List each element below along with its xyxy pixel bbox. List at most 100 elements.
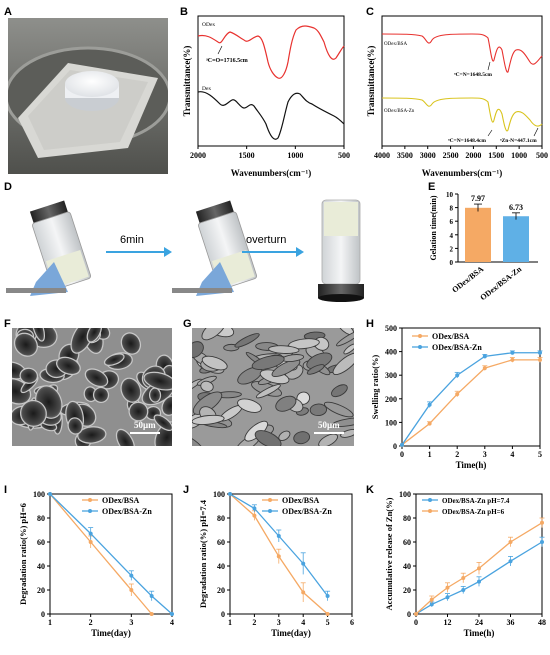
x-tick-label: 3500 — [397, 151, 413, 160]
x-tick-label: 2 — [252, 618, 256, 627]
x-tick-label: 6 — [350, 618, 354, 627]
y-tick-label: 20 — [37, 586, 45, 595]
y-tick-label: 400 — [385, 348, 397, 357]
arrow-right-icon-2 — [242, 247, 304, 257]
legend-marker — [88, 509, 92, 513]
x-tick-label: 4 — [301, 618, 305, 627]
y-tick-label: 20 — [217, 586, 225, 595]
y-tick-label: 0 — [393, 442, 397, 451]
sem-image-odex-bsa: 50μm — [12, 328, 172, 446]
y-axis-label: Gelation time(min) — [429, 195, 438, 260]
vial-3-inverted-icon — [318, 199, 364, 302]
plot-frame — [229, 493, 353, 615]
panel-label-j: J — [183, 484, 190, 496]
series-odex-bsa-line — [381, 33, 543, 73]
legend-label: ODex/BSA-Zn — [432, 343, 482, 352]
step-label-6min: 6min — [120, 234, 144, 246]
x-tick-label: 12 — [444, 618, 452, 627]
y-tick-label: 100 — [213, 490, 225, 499]
data-point — [88, 540, 93, 544]
data-point — [510, 350, 515, 355]
stand-2-icon — [196, 262, 234, 296]
data-point — [276, 534, 281, 538]
y-tick-label: 10 — [446, 191, 454, 199]
x-tick-label: 1500 — [488, 151, 504, 160]
series-line — [401, 359, 540, 446]
data-point — [510, 357, 515, 362]
x-tick-label: 3000 — [420, 151, 436, 160]
x-tick-label: 1500 — [239, 151, 255, 160]
legend-label: ODex/BSA-Zn — [102, 507, 152, 516]
step-label-overturn: overturn — [246, 234, 287, 246]
chart-c-ylabel: Transmittance(%) — [366, 46, 376, 117]
legend-marker — [418, 334, 422, 338]
panel-label-f: F — [4, 318, 11, 330]
data-point — [228, 492, 232, 496]
y-tick-label: 500 — [385, 324, 397, 333]
y-tick-label: 4 — [450, 232, 454, 240]
annotation-c-o: ᵃC=O=1716.5cm — [206, 58, 248, 64]
y-tick-label: 0 — [407, 610, 411, 619]
y-tick-label: 40 — [37, 562, 45, 571]
x-tick-label: 1000 — [511, 151, 527, 160]
chart-c-ftir: 4000 3500 3000 2500 2000 1500 1000 500 ODex/BSA… — [362, 12, 550, 180]
series-odex-line — [197, 25, 345, 79]
x-tick-label: 1 — [48, 618, 52, 627]
legend-dex: Dex — [202, 86, 211, 92]
data-point — [508, 540, 513, 544]
chart-c-xlabel: Wavenumbers(cm⁻¹) — [422, 168, 502, 178]
chart-b-xlabel: Wavenumbers(cm⁻¹) — [231, 168, 311, 178]
chart-h-swelling: 0 1 2 3 4 5 0 100 200 300 400 500 ODex/BSA ODex/BSA-Z… — [366, 322, 550, 480]
x-tick-label: 1 — [228, 618, 232, 627]
data-point — [477, 579, 481, 584]
y-tick-label: 0 — [41, 610, 45, 619]
x-tick-label: 4000 — [374, 151, 390, 160]
data-point — [170, 612, 174, 616]
legend-label: ODex/BSA — [432, 332, 470, 341]
series-odex-bsa-zn-line — [381, 97, 543, 132]
x-tick-label: 1000 — [287, 151, 303, 160]
x-tick-label: 2 — [455, 450, 459, 459]
data-point — [477, 566, 481, 571]
x-axis-label: Time(h) — [456, 460, 487, 470]
panel-label-e: E — [428, 181, 436, 193]
y-tick-label: 200 — [385, 395, 397, 404]
panel-label-g: G — [183, 318, 192, 330]
plot-frame — [401, 327, 541, 447]
y-tick-label: 0 — [221, 610, 225, 619]
legend-odex-bsa: ODex/BSA — [384, 42, 407, 47]
category-label: ODex/BSA-Zn — [478, 264, 523, 302]
legend-label: ODex/BSA-Zn pH=7.4 — [442, 497, 510, 505]
chart-b-ftir: 2000 1500 1000 500 ODex Dex ᵃC=O=1716.5cm W… — [178, 12, 356, 180]
scale-bar-f — [130, 432, 160, 434]
data-label: 7.97 — [471, 194, 485, 203]
panel-label-k: K — [366, 484, 374, 496]
data-point — [455, 373, 460, 378]
y-tick-label: 40 — [403, 562, 411, 571]
data-point — [540, 520, 544, 525]
data-point — [482, 366, 487, 371]
data-point — [540, 540, 544, 544]
data-point — [427, 421, 432, 426]
x-tick-label: 3 — [277, 618, 281, 627]
bar — [503, 216, 529, 262]
chart-b-axes — [197, 15, 345, 147]
panel-label-a: A — [4, 6, 12, 18]
y-tick-label: 0 — [450, 259, 454, 267]
legend-marker — [268, 509, 272, 513]
legend-marker — [428, 498, 432, 502]
y-tick-label: 40 — [217, 562, 225, 571]
data-point — [149, 594, 154, 598]
panel-label-d: D — [4, 181, 12, 193]
x-tick-label: 500 — [536, 151, 548, 160]
x-tick-label: 1 — [428, 450, 432, 459]
data-point — [48, 492, 52, 496]
legend-label: ODex/BSA-Zn — [282, 507, 332, 516]
y-tick-label: 100 — [399, 490, 411, 499]
data-point — [325, 612, 330, 616]
x-tick-label: 24 — [475, 618, 483, 627]
panel-label-h: H — [366, 318, 374, 330]
data-point — [301, 590, 306, 595]
series-line — [401, 352, 540, 446]
panel-label-b: B — [180, 6, 188, 18]
